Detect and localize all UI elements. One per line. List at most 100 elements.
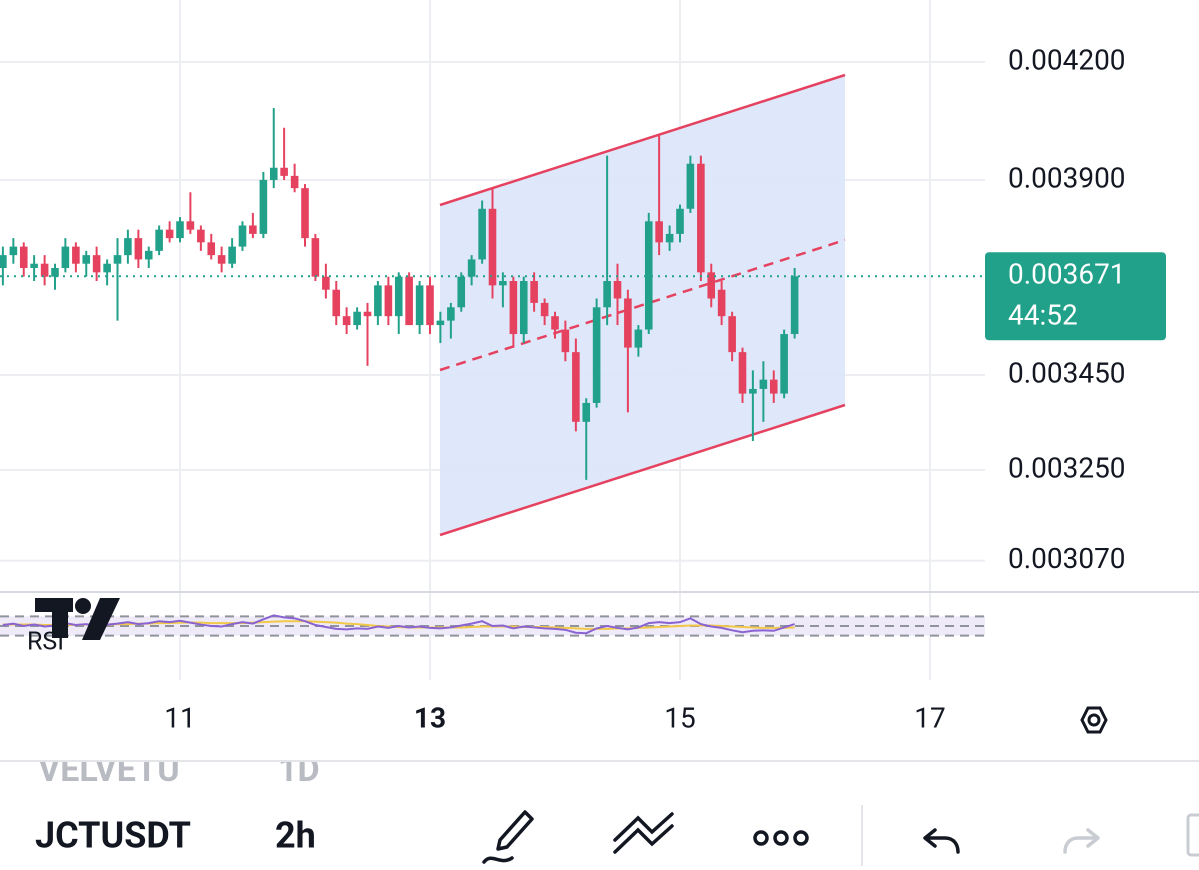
y-tick-label: 0.003250 (1008, 451, 1126, 484)
candle-body (592, 307, 601, 403)
candle-body (19, 246, 28, 269)
candle-body (540, 302, 549, 317)
logo-slash (82, 598, 120, 640)
candle-body (301, 188, 309, 239)
hex-center (1087, 713, 1101, 727)
line-lower (613, 824, 674, 854)
hexagon (1080, 706, 1108, 734)
undo-icon[interactable] (923, 828, 960, 854)
prev-symbol: VELVETU (38, 750, 180, 790)
x-tick-label: 11 (164, 701, 195, 734)
candle-body (176, 221, 184, 239)
partial-icon[interactable] (1186, 813, 1199, 857)
candle-body (186, 221, 195, 230)
candle-body (478, 208, 486, 260)
candle-body (228, 246, 236, 264)
candle-body (426, 285, 434, 326)
rsi-pane (0, 614, 985, 637)
y-tick-label: 0.003450 (1008, 356, 1126, 389)
candle-body (0, 255, 7, 269)
candle-body (207, 242, 216, 256)
interval[interactable]: 2h (275, 815, 316, 857)
y-tick-label: 0.003070 (1008, 542, 1126, 575)
candle-body (790, 276, 799, 335)
candle-body (457, 276, 466, 308)
candle-body (655, 221, 663, 243)
logo-dot (75, 598, 91, 614)
candle-body (394, 276, 403, 317)
y-tick-label: 0.004200 (1008, 43, 1126, 76)
prev-interval: 1D (278, 750, 320, 790)
candle-body (332, 289, 341, 317)
candle-body (603, 281, 611, 308)
candle-body (144, 250, 153, 260)
candle-body (9, 246, 18, 256)
candle-body (311, 238, 320, 277)
symbol[interactable]: JCTUSDT (35, 815, 191, 857)
rsi-label: RSI (27, 628, 64, 657)
candle-body (415, 285, 424, 326)
candle-body (238, 225, 247, 247)
candle-body (259, 179, 268, 234)
candle-body (155, 229, 163, 251)
candle-body (644, 221, 653, 330)
y-tick-label: 0.003900 (1008, 161, 1126, 194)
pencil (496, 810, 534, 851)
candle-body (92, 255, 101, 273)
candle-body (82, 255, 91, 264)
rsi-line (2, 614, 795, 635)
candle-body (249, 225, 257, 234)
candle-body (561, 329, 570, 353)
candle-body (61, 246, 70, 269)
candle-body (769, 379, 778, 394)
parallel-channel[interactable] (439, 73, 846, 537)
price-label-box (985, 252, 1166, 341)
dot (773, 830, 789, 846)
candle-body (342, 316, 351, 326)
settings-icon[interactable] (1080, 706, 1108, 734)
candle-body (374, 285, 382, 317)
candle-body (613, 281, 622, 299)
previous-symbol: VELVETU 1D (38, 750, 320, 790)
candle-body (780, 334, 788, 394)
candle-body (322, 276, 330, 290)
countdown: 44:52 (1008, 299, 1078, 332)
grid (0, 0, 985, 680)
logo-stem (52, 598, 68, 638)
candle-body (30, 263, 38, 269)
candle-body (634, 329, 643, 348)
candle-body (353, 311, 361, 326)
candle-body (217, 255, 226, 264)
redo-icon[interactable] (1063, 828, 1100, 854)
candle-body (405, 276, 413, 326)
candle-body (447, 307, 455, 321)
x-tick-label: 13 (414, 701, 446, 734)
candle-body (488, 208, 497, 286)
candle-body (738, 352, 747, 394)
line-upper (613, 812, 674, 842)
candle-body (572, 352, 580, 422)
candle-body (269, 167, 278, 180)
dot (753, 830, 769, 846)
line-tool-icon[interactable] (613, 812, 674, 854)
candle-body (113, 255, 122, 264)
channel-middle (439, 238, 846, 372)
dot (793, 830, 809, 846)
draw-icon[interactable] (482, 810, 534, 864)
candle-body (551, 316, 559, 330)
candle-body (707, 272, 716, 299)
candle-body (624, 298, 632, 348)
candle-body (103, 263, 111, 273)
candle-body (530, 281, 538, 303)
candle-body (676, 208, 684, 234)
channel-lower (439, 403, 846, 537)
candle-body (124, 238, 132, 256)
candle-body (717, 289, 726, 317)
candle-body (290, 175, 299, 189)
candle-body (728, 316, 736, 353)
more-icon[interactable] (753, 830, 809, 846)
x-tick-label: 17 (914, 701, 945, 734)
scribble (482, 856, 514, 864)
